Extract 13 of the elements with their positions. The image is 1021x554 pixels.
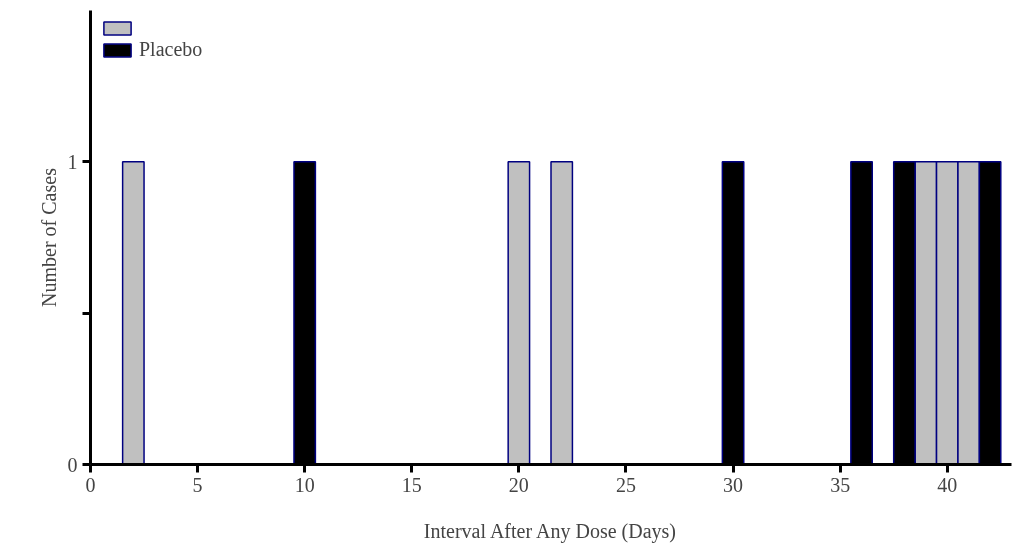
x-tick-label: 40: [937, 473, 958, 496]
y-tick-label: 1: [67, 150, 78, 173]
legend-label: Placebo: [139, 38, 203, 61]
x-axis-title: Interval After Any Dose (Days): [423, 519, 676, 543]
x-tick-label: 5: [192, 473, 203, 496]
x-tick-label: 30: [723, 473, 744, 496]
y-axis-title: Number of Cases: [37, 167, 60, 307]
x-tick-label: 25: [615, 473, 636, 496]
x-tick-label: 35: [830, 473, 851, 496]
x-tick-label: 20: [508, 473, 529, 496]
x-tick-label: 15: [401, 473, 422, 496]
x-tick-label: 0: [85, 473, 96, 496]
x-tick-label: 10: [294, 473, 315, 496]
